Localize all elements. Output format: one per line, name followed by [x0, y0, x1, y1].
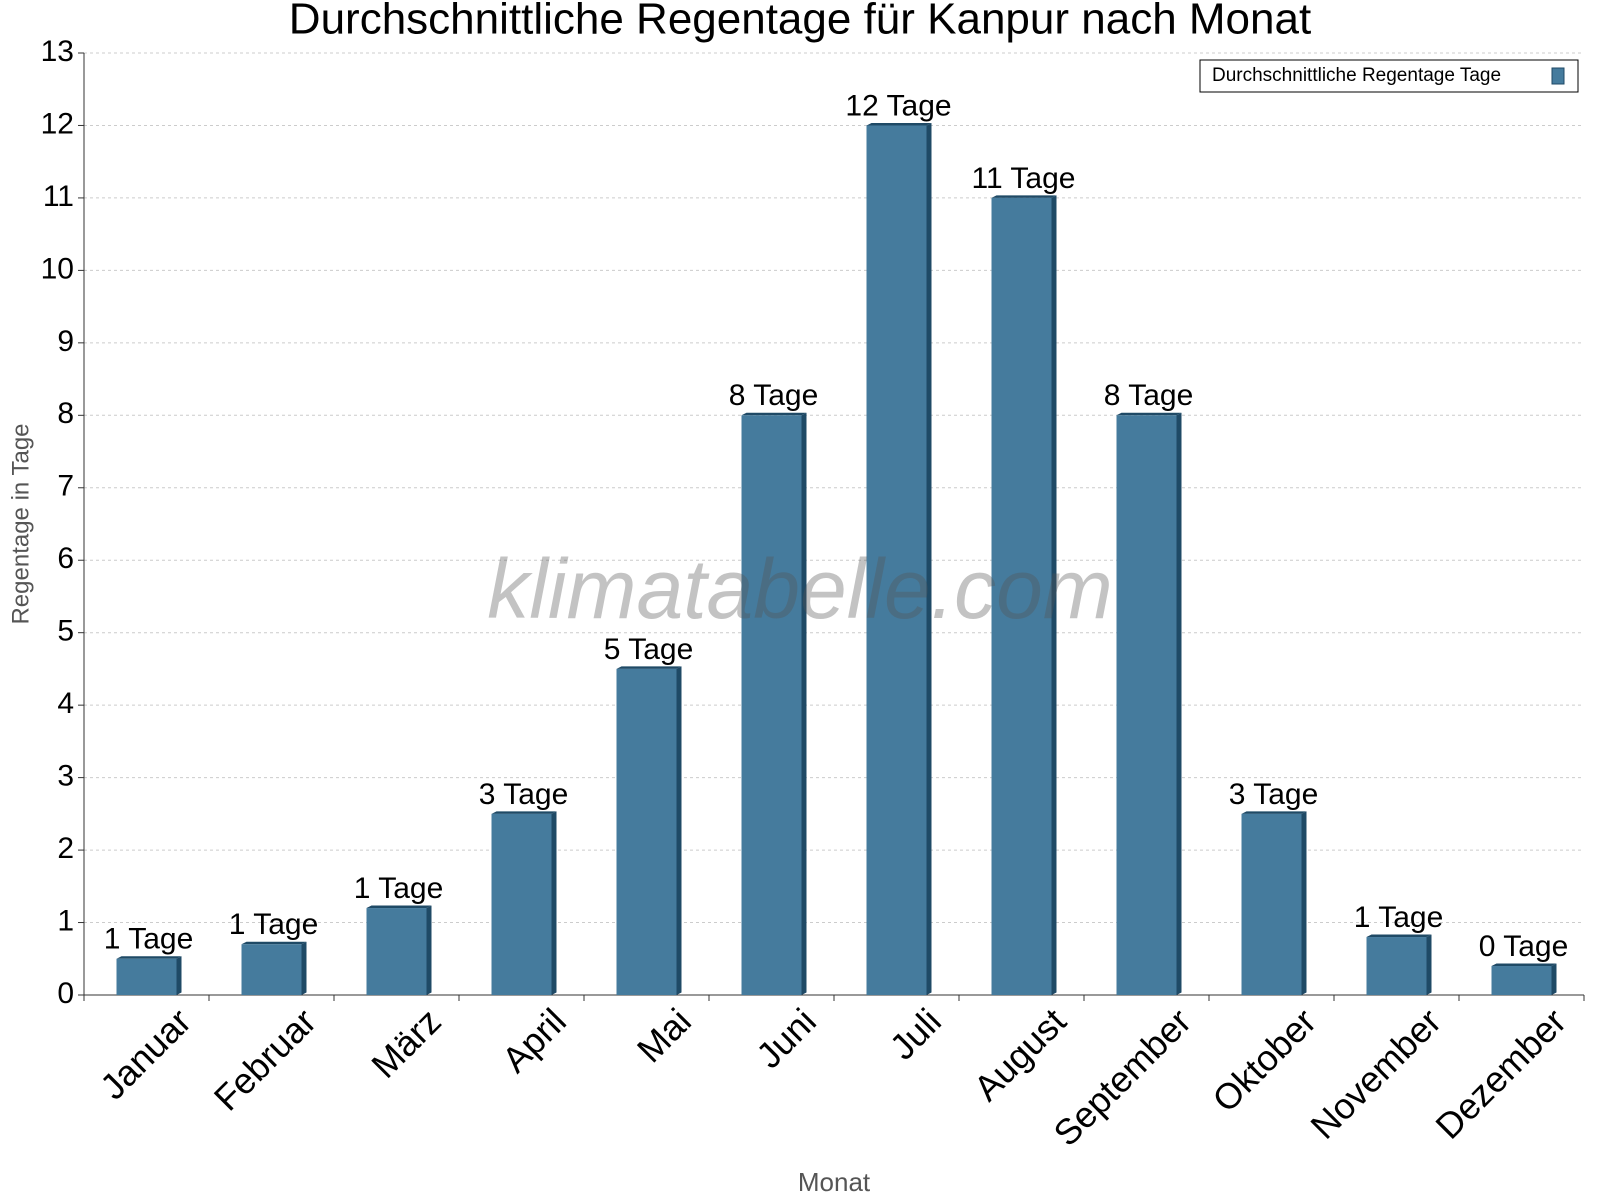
- bar-top: [1241, 811, 1307, 814]
- bar: [866, 125, 927, 995]
- bar: [1366, 937, 1427, 995]
- bar: [241, 944, 302, 995]
- y-tick-label: 3: [57, 760, 74, 793]
- bar-top: [366, 905, 432, 909]
- value-label: 1 Tage: [354, 872, 444, 905]
- x-tick-label: Dezember: [1427, 1000, 1573, 1146]
- watermark: klimatabelle.com: [487, 542, 1113, 636]
- bar-top: [1491, 963, 1557, 967]
- bar-side: [301, 941, 307, 995]
- y-tick-label: 7: [57, 470, 74, 503]
- bar-side: [1301, 811, 1307, 995]
- bar-top: [741, 412, 807, 416]
- y-tick-label: 4: [57, 687, 74, 720]
- bar: [116, 958, 177, 995]
- value-label: 8 Tage: [729, 379, 819, 412]
- bar-side: [176, 956, 182, 995]
- bar: [491, 813, 552, 995]
- bar-side: [1426, 934, 1432, 995]
- legend-swatch: [1551, 67, 1565, 85]
- x-tick-label: Juli: [882, 1000, 949, 1067]
- bar-top: [241, 941, 307, 945]
- value-label: 5 Tage: [604, 633, 694, 666]
- x-tick-label: November: [1302, 1000, 1448, 1146]
- y-tick-label: 10: [41, 252, 74, 285]
- bar-top: [866, 122, 932, 126]
- bar-side: [676, 666, 682, 995]
- x-axis-label: Monat: [798, 1167, 871, 1197]
- y-tick-label: 5: [57, 615, 74, 648]
- x-tick-label: April: [494, 1000, 574, 1080]
- x-tick-label: September: [1045, 1000, 1199, 1154]
- y-tick-label: 11: [43, 180, 74, 213]
- value-label: 12 Tage: [845, 89, 951, 122]
- legend-label: Durchschnittliche Regentage Tage: [1212, 65, 1501, 86]
- x-tick-label: Oktober: [1204, 1000, 1324, 1120]
- bar: [616, 668, 677, 995]
- bar: [1491, 966, 1552, 995]
- bar: [1241, 813, 1302, 995]
- y-tick-label: 1: [57, 904, 74, 937]
- bar-top: [491, 811, 557, 814]
- y-tick-label: 9: [57, 325, 74, 358]
- bar: [991, 197, 1052, 995]
- bar-top: [1116, 412, 1182, 416]
- value-label: 1 Tage: [229, 908, 319, 941]
- legend-box: [1199, 59, 1579, 93]
- value-label: 3 Tage: [1229, 778, 1319, 811]
- y-axis-label: Regentage in Tage: [7, 423, 34, 624]
- x-tick-label: März: [363, 1000, 449, 1086]
- bar-side: [1551, 963, 1557, 995]
- value-label: 1 Tage: [1354, 901, 1444, 934]
- value-label: 1 Tage: [104, 923, 194, 956]
- bar-side: [426, 905, 432, 995]
- y-tick-label: 2: [57, 832, 74, 865]
- bar-side: [551, 811, 557, 995]
- y-tick-label: 8: [57, 397, 74, 430]
- y-tick-label: 13: [41, 35, 74, 68]
- y-tick-label: 0: [57, 977, 74, 1010]
- bar: [1116, 415, 1177, 995]
- y-tick-label: 6: [57, 542, 74, 575]
- value-label: 11 Tage: [972, 162, 1076, 195]
- bar-side: [1176, 412, 1182, 995]
- value-label: 0 Tage: [1479, 930, 1569, 963]
- bar-side: [1051, 195, 1057, 995]
- bar-side: [926, 122, 932, 995]
- x-tick-label: Januar: [92, 1000, 199, 1107]
- x-tick-label: Juni: [748, 1000, 824, 1076]
- x-tick-label: August: [966, 1000, 1074, 1108]
- y-tick-label: 12: [41, 107, 74, 140]
- bar-top: [1366, 934, 1432, 938]
- bar-top: [616, 666, 682, 669]
- value-label: 3 Tage: [479, 778, 569, 811]
- x-tick-label: Februar: [206, 1000, 324, 1118]
- chart-title: Durchschnittliche Regentage für Kanpur n…: [289, 0, 1311, 44]
- bar: [366, 908, 427, 995]
- bar-top: [991, 195, 1057, 198]
- x-tick-label: Mai: [629, 1000, 699, 1070]
- bar-side: [801, 412, 807, 995]
- bar: [741, 415, 802, 995]
- bar-top: [116, 956, 182, 959]
- value-label: 8 Tage: [1104, 379, 1194, 412]
